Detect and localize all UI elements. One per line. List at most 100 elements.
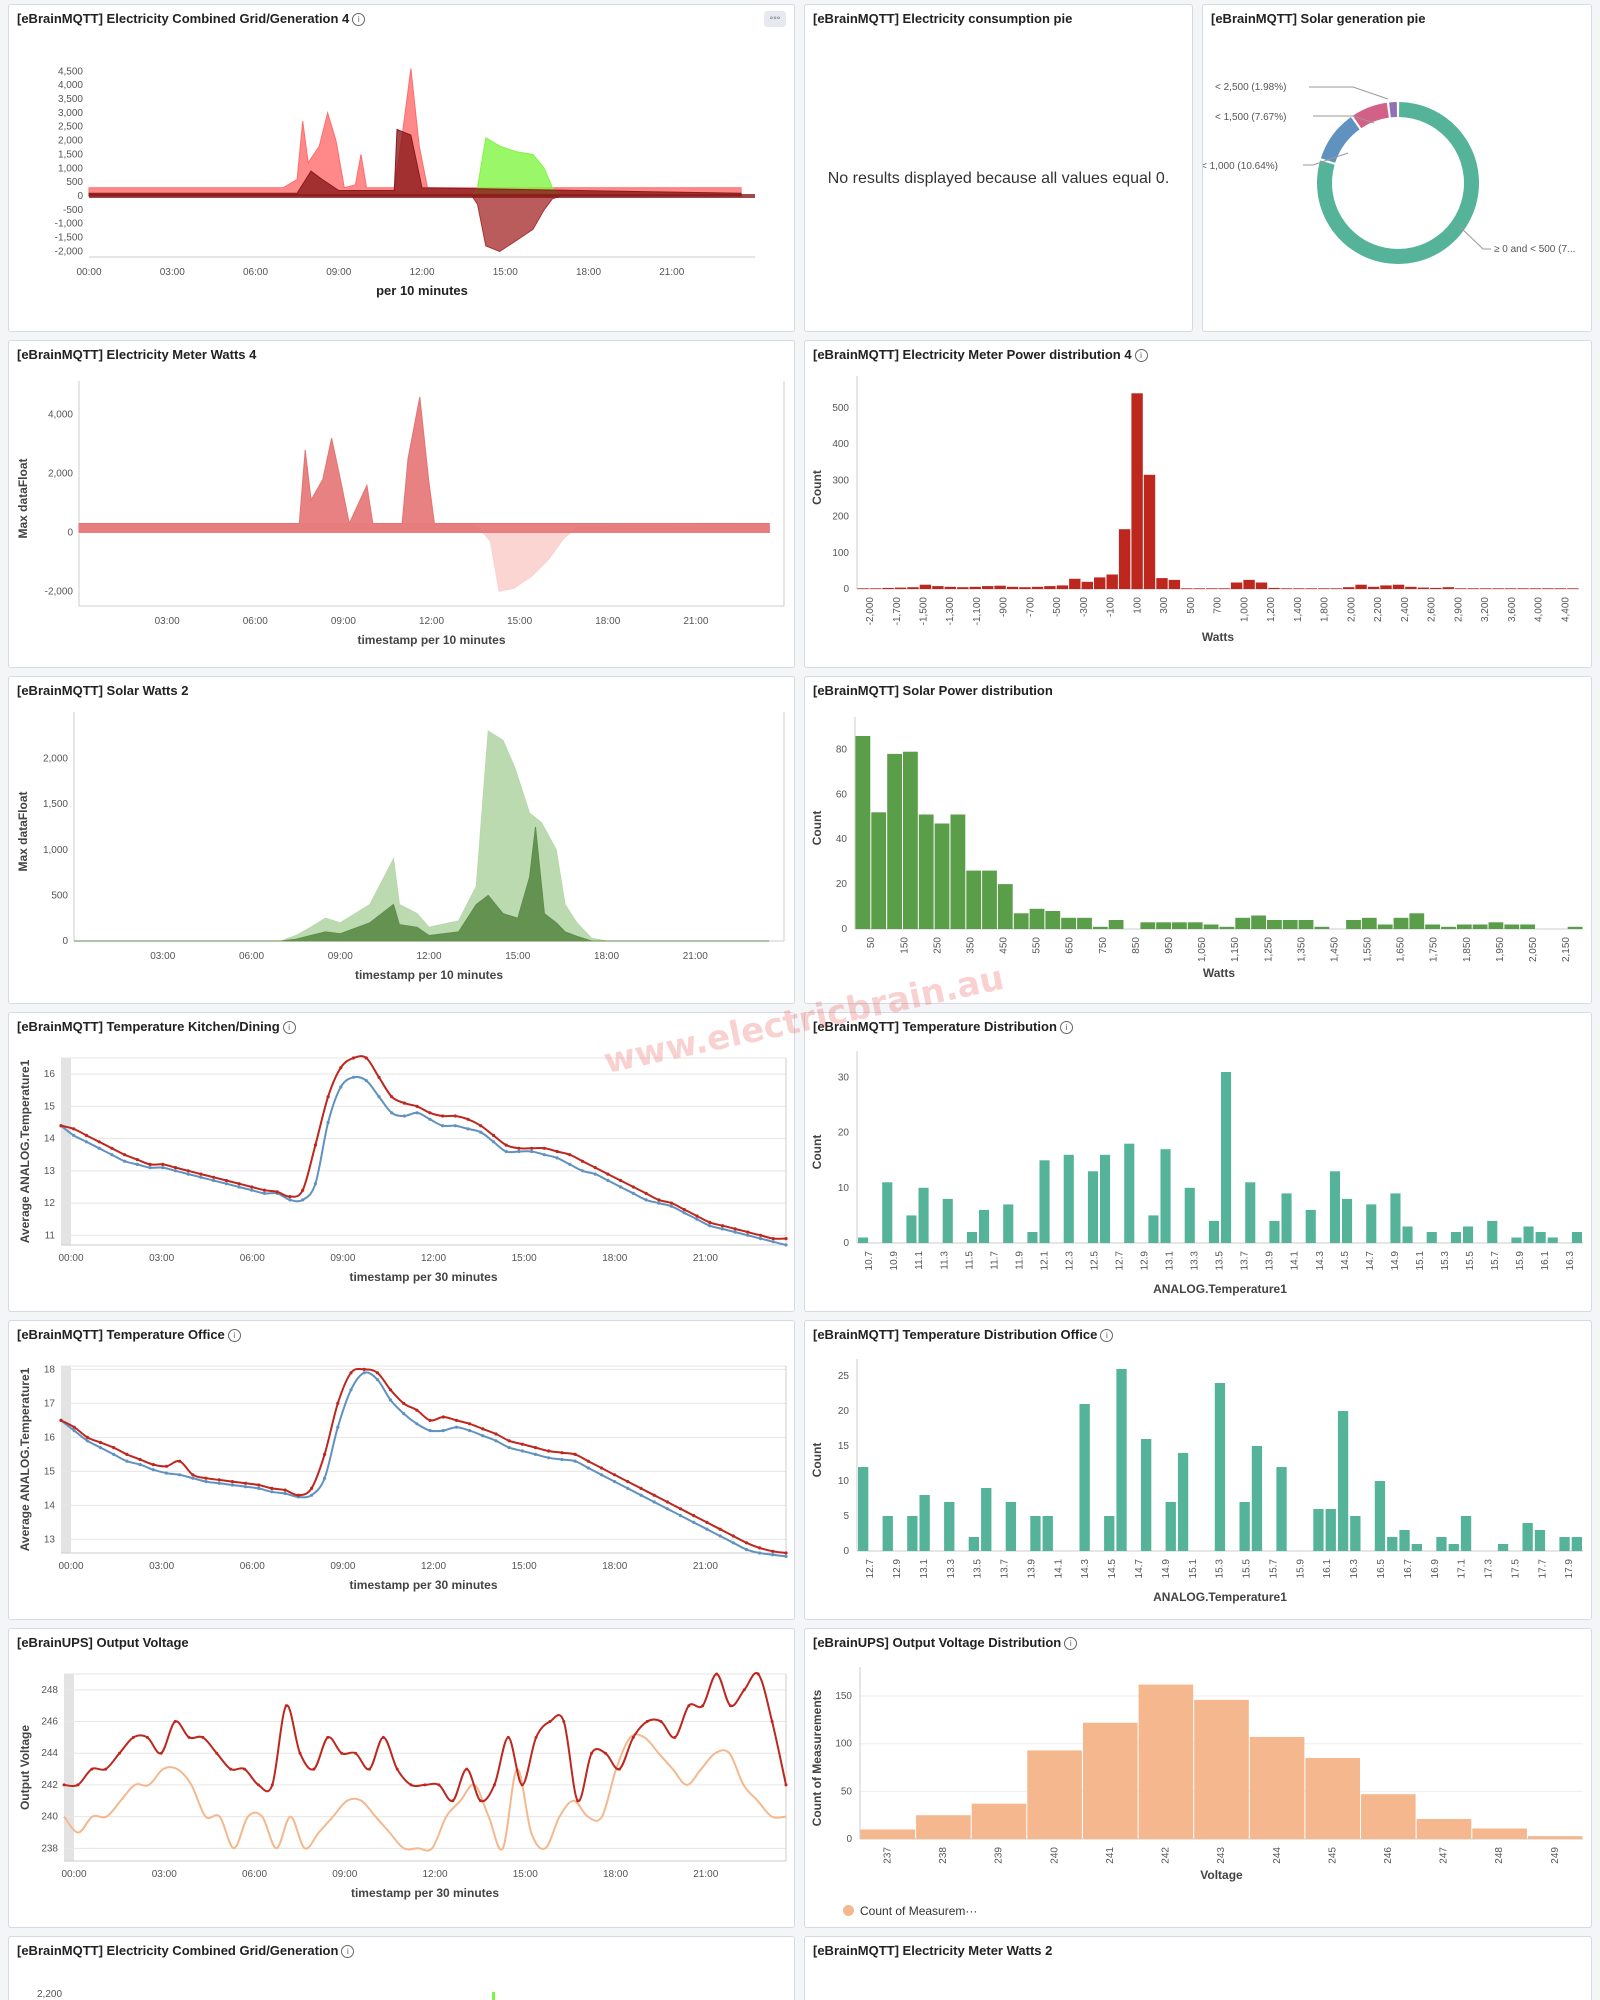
bar bbox=[1206, 588, 1218, 589]
y-tick-label: 500 bbox=[66, 177, 83, 188]
x-axis-label: Voltage bbox=[1200, 1868, 1243, 1882]
combined-grid-chart: 4,500 4,000 3,500 3,000 2,500 2,000 1,500 1,000… bbox=[55, 66, 755, 298]
y-tick-label: 500 bbox=[51, 890, 68, 901]
legend-item[interactable]: Count of Measurem··· bbox=[843, 1904, 977, 1918]
y-tick-label: 20 bbox=[838, 1128, 850, 1139]
bar bbox=[1118, 529, 1131, 589]
point bbox=[364, 1079, 368, 1083]
bar bbox=[966, 870, 982, 929]
bar bbox=[1106, 574, 1118, 589]
point bbox=[619, 1185, 623, 1189]
bar bbox=[1172, 922, 1187, 929]
info-icon[interactable]: i bbox=[227, 1329, 241, 1342]
point bbox=[224, 1182, 228, 1186]
x-tick-label: 18:00 bbox=[602, 1253, 627, 1264]
point bbox=[506, 1735, 510, 1739]
point bbox=[746, 1233, 750, 1237]
bar bbox=[1177, 1453, 1189, 1551]
x-tick-label: 1,350 bbox=[1296, 937, 1307, 962]
x-tick-label: 12.9 bbox=[1140, 1251, 1151, 1271]
point bbox=[215, 1751, 219, 1755]
x-tick-label: 18:00 bbox=[602, 1561, 627, 1572]
bar bbox=[1092, 926, 1108, 929]
point bbox=[720, 1227, 725, 1231]
panel-title: [eBrainMQTT] Temperature Distribution i bbox=[813, 1019, 1073, 1034]
point bbox=[507, 1446, 511, 1450]
bar bbox=[858, 1467, 869, 1551]
point bbox=[652, 1500, 656, 1504]
point bbox=[705, 1527, 709, 1531]
bar bbox=[979, 1209, 990, 1243]
info-icon[interactable]: i bbox=[1100, 1329, 1114, 1342]
info-icon[interactable]: i bbox=[341, 1945, 355, 1958]
legend-dot-icon bbox=[843, 1905, 854, 1916]
bar bbox=[1497, 1544, 1509, 1551]
point bbox=[326, 1095, 330, 1099]
pie-slice bbox=[1352, 102, 1389, 129]
x-tick-label: 1,650 bbox=[1396, 937, 1407, 962]
x-axis-label: ANALOG.Temperature1 bbox=[1153, 1282, 1287, 1296]
bar bbox=[1031, 586, 1044, 589]
point bbox=[560, 1451, 564, 1455]
bar bbox=[1019, 587, 1031, 589]
bar bbox=[1027, 1232, 1038, 1243]
x-tick-label: 15.3 bbox=[1440, 1251, 1451, 1271]
y-tick-label: 1,500 bbox=[58, 149, 83, 160]
point bbox=[771, 1553, 775, 1557]
bar bbox=[982, 586, 994, 589]
bar bbox=[971, 1803, 1027, 1839]
point bbox=[256, 1783, 260, 1787]
point bbox=[453, 1124, 457, 1128]
bar bbox=[1337, 1411, 1349, 1551]
info-icon[interactable]: i bbox=[282, 1021, 296, 1034]
point bbox=[631, 1185, 636, 1189]
bar bbox=[1571, 1232, 1582, 1243]
bar bbox=[1542, 588, 1554, 589]
x-tick-label: 09:00 bbox=[330, 1561, 355, 1572]
point bbox=[262, 1188, 267, 1192]
panel-ups-voltage-dist: [eBrainUPS] Output Voltage Distribution i… bbox=[804, 1628, 1592, 1928]
panel-menu-button[interactable]: ◦◦◦ bbox=[764, 11, 786, 27]
point bbox=[131, 1735, 135, 1739]
bar bbox=[1343, 587, 1355, 589]
series-area-0 bbox=[78, 522, 770, 592]
bar bbox=[1472, 1828, 1527, 1839]
bar bbox=[887, 753, 902, 929]
point bbox=[479, 1799, 482, 1803]
x-tick-label: 15.9 bbox=[1295, 1559, 1306, 1579]
bar bbox=[1472, 924, 1488, 929]
point bbox=[340, 1751, 344, 1755]
x-tick-label: 1,950 bbox=[1495, 937, 1506, 962]
info-icon[interactable]: i bbox=[1134, 349, 1148, 362]
point bbox=[199, 1175, 203, 1179]
info-icon[interactable]: i bbox=[352, 13, 366, 26]
x-tick-label: 14.5 bbox=[1340, 1251, 1351, 1271]
point bbox=[164, 1471, 169, 1475]
point bbox=[692, 1520, 696, 1524]
y-tick-label: 25 bbox=[838, 1371, 850, 1382]
point bbox=[715, 1672, 719, 1676]
x-axis-label: timestamp per 30 minutes bbox=[351, 1886, 499, 1900]
x-tick-label: 300 bbox=[1159, 597, 1170, 614]
x-tick-label: 12:00 bbox=[409, 267, 434, 278]
x-tick-label: 13.3 bbox=[946, 1559, 957, 1579]
x-tick-label: 650 bbox=[1065, 937, 1076, 954]
y-tick-label: 246 bbox=[41, 1717, 58, 1728]
series-line bbox=[63, 1733, 787, 1852]
bar bbox=[1104, 1516, 1115, 1551]
point bbox=[562, 1720, 566, 1723]
bar bbox=[1517, 588, 1529, 589]
point bbox=[606, 1172, 610, 1176]
y-tick-label: 14 bbox=[44, 1134, 56, 1145]
point bbox=[669, 1204, 674, 1208]
panel-temp-dist: [eBrainMQTT] Temperature Distribution i 0… bbox=[804, 1012, 1592, 1312]
x-tick-label: 12.5 bbox=[1089, 1251, 1100, 1271]
y-tick-label: 2,000 bbox=[58, 136, 83, 147]
x-tick-label: 2,050 bbox=[1528, 937, 1539, 962]
info-icon[interactable]: i bbox=[1064, 1637, 1078, 1650]
bar bbox=[1387, 1537, 1398, 1551]
info-icon[interactable]: i bbox=[1059, 1021, 1073, 1034]
point bbox=[770, 1720, 774, 1723]
point bbox=[466, 1117, 470, 1121]
point bbox=[313, 1182, 317, 1186]
